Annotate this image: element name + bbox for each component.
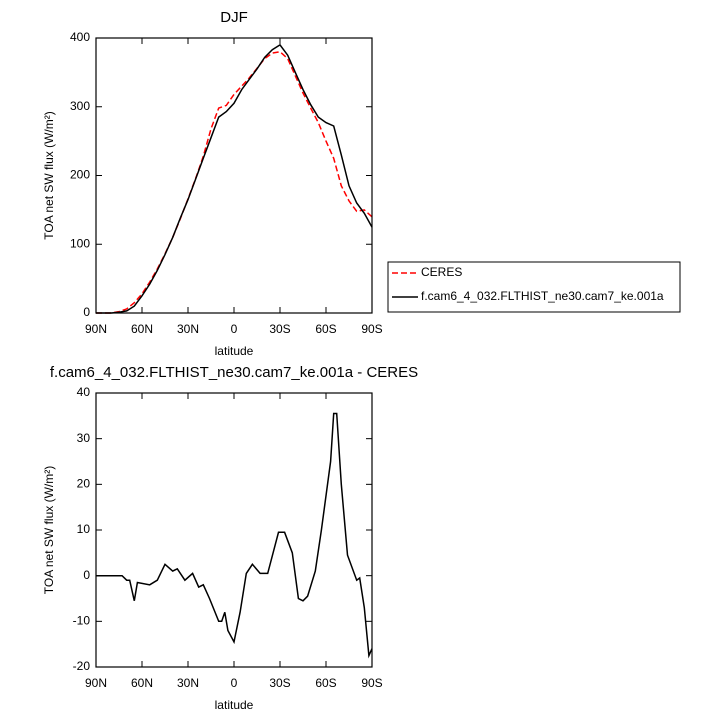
legend-box <box>387 261 681 313</box>
x-tick-label: 0 <box>231 322 238 336</box>
y-tick-label: 20 <box>77 477 91 491</box>
x-tick-label: 30S <box>269 676 290 690</box>
y-tick-label: 0 <box>83 305 90 319</box>
legend-label: f.cam6_4_032.FLTHIST_ne30.cam7_ke.001a <box>421 289 664 303</box>
y-tick-label: 100 <box>70 236 90 250</box>
legend-label: CERES <box>421 265 462 279</box>
y-tick-label: -20 <box>73 659 91 673</box>
y-tick-label: -10 <box>73 614 91 628</box>
plot-frame <box>95 392 373 668</box>
plot-frame <box>95 37 373 314</box>
y-tick-label: 200 <box>70 168 90 182</box>
x-tick-label: 0 <box>231 676 238 690</box>
y-tick-label: 10 <box>77 522 91 536</box>
chart-title: f.cam6_4_032.FLTHIST_ne30.cam7_ke.001a -… <box>50 364 418 381</box>
chart-title: DJF <box>220 9 248 26</box>
x-tick-label: 30S <box>269 322 290 336</box>
y-tick-label: 300 <box>70 99 90 113</box>
x-axis-label: latitude <box>215 344 254 358</box>
x-tick-label: 30N <box>177 322 199 336</box>
x-tick-label: 30N <box>177 676 199 690</box>
data-line <box>96 51 373 314</box>
y-axis-label: TOA net SW flux (W/m²) <box>42 111 56 239</box>
y-axis-label: TOA net SW flux (W/m²) <box>42 466 56 594</box>
y-tick-label: 0 <box>83 568 90 582</box>
data-line <box>96 412 373 659</box>
x-axis-label: latitude <box>215 698 254 712</box>
y-tick-label: 40 <box>77 385 91 399</box>
x-tick-label: 60S <box>315 676 336 690</box>
x-tick-label: 90S <box>361 676 382 690</box>
data-line <box>96 43 373 314</box>
x-tick-label: 90N <box>85 322 107 336</box>
x-tick-label: 90N <box>85 676 107 690</box>
y-tick-label: 30 <box>77 431 91 445</box>
x-tick-label: 60N <box>131 676 153 690</box>
x-tick-label: 60S <box>315 322 336 336</box>
x-tick-label: 60N <box>131 322 153 336</box>
x-tick-label: 90S <box>361 322 382 336</box>
y-tick-label: 400 <box>70 30 90 44</box>
